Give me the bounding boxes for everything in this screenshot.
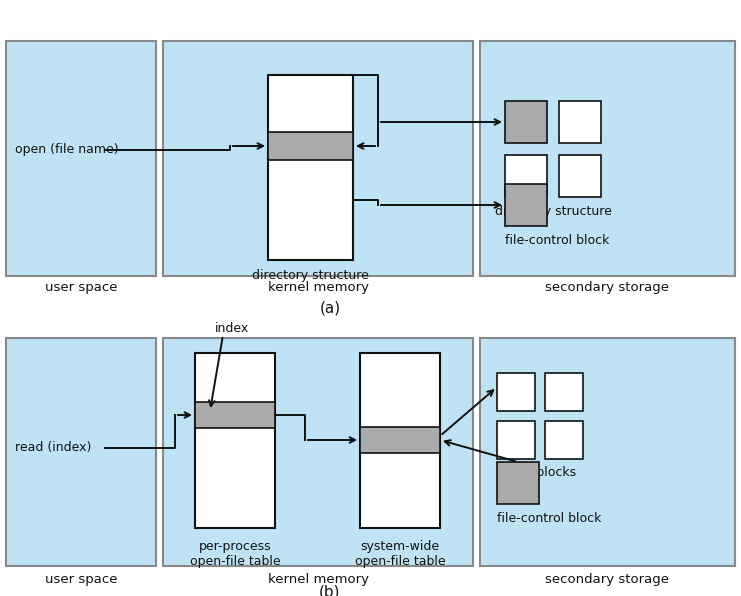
- Bar: [559, 155, 601, 197]
- Text: (b): (b): [319, 585, 341, 596]
- Bar: [6, 41, 156, 276]
- Bar: [480, 41, 735, 276]
- Bar: [480, 338, 735, 566]
- Bar: [497, 373, 535, 411]
- Text: file-control block: file-control block: [505, 234, 609, 247]
- Bar: [360, 427, 440, 453]
- Text: (a): (a): [319, 300, 341, 315]
- Bar: [545, 373, 583, 411]
- Bar: [505, 101, 547, 143]
- Text: open (file name): open (file name): [15, 144, 119, 157]
- Text: secondary storage: secondary storage: [545, 573, 669, 585]
- Bar: [497, 421, 535, 459]
- Bar: [545, 421, 583, 459]
- Bar: [360, 353, 440, 528]
- Text: user space: user space: [44, 281, 117, 294]
- Bar: [268, 75, 353, 260]
- Bar: [559, 101, 601, 143]
- Text: system-wide
open-file table: system-wide open-file table: [355, 540, 445, 568]
- Text: user space: user space: [44, 573, 117, 585]
- Text: kernel memory: kernel memory: [268, 281, 368, 294]
- Text: index: index: [215, 322, 249, 336]
- Bar: [505, 184, 547, 226]
- Bar: [195, 353, 275, 528]
- Bar: [163, 41, 473, 276]
- Bar: [163, 338, 473, 566]
- Bar: [497, 462, 539, 504]
- Bar: [6, 338, 156, 566]
- Text: kernel memory: kernel memory: [268, 573, 368, 585]
- Text: directory structure: directory structure: [494, 204, 611, 218]
- Text: data blocks: data blocks: [504, 467, 576, 480]
- Text: directory structure: directory structure: [252, 269, 369, 283]
- Text: file-control block: file-control block: [497, 511, 602, 524]
- Text: read (index): read (index): [15, 442, 91, 455]
- Bar: [268, 132, 353, 160]
- Bar: [195, 402, 275, 428]
- Text: per-process
open-file table: per-process open-file table: [190, 540, 280, 568]
- Bar: [505, 155, 547, 197]
- Text: secondary storage: secondary storage: [545, 281, 669, 294]
